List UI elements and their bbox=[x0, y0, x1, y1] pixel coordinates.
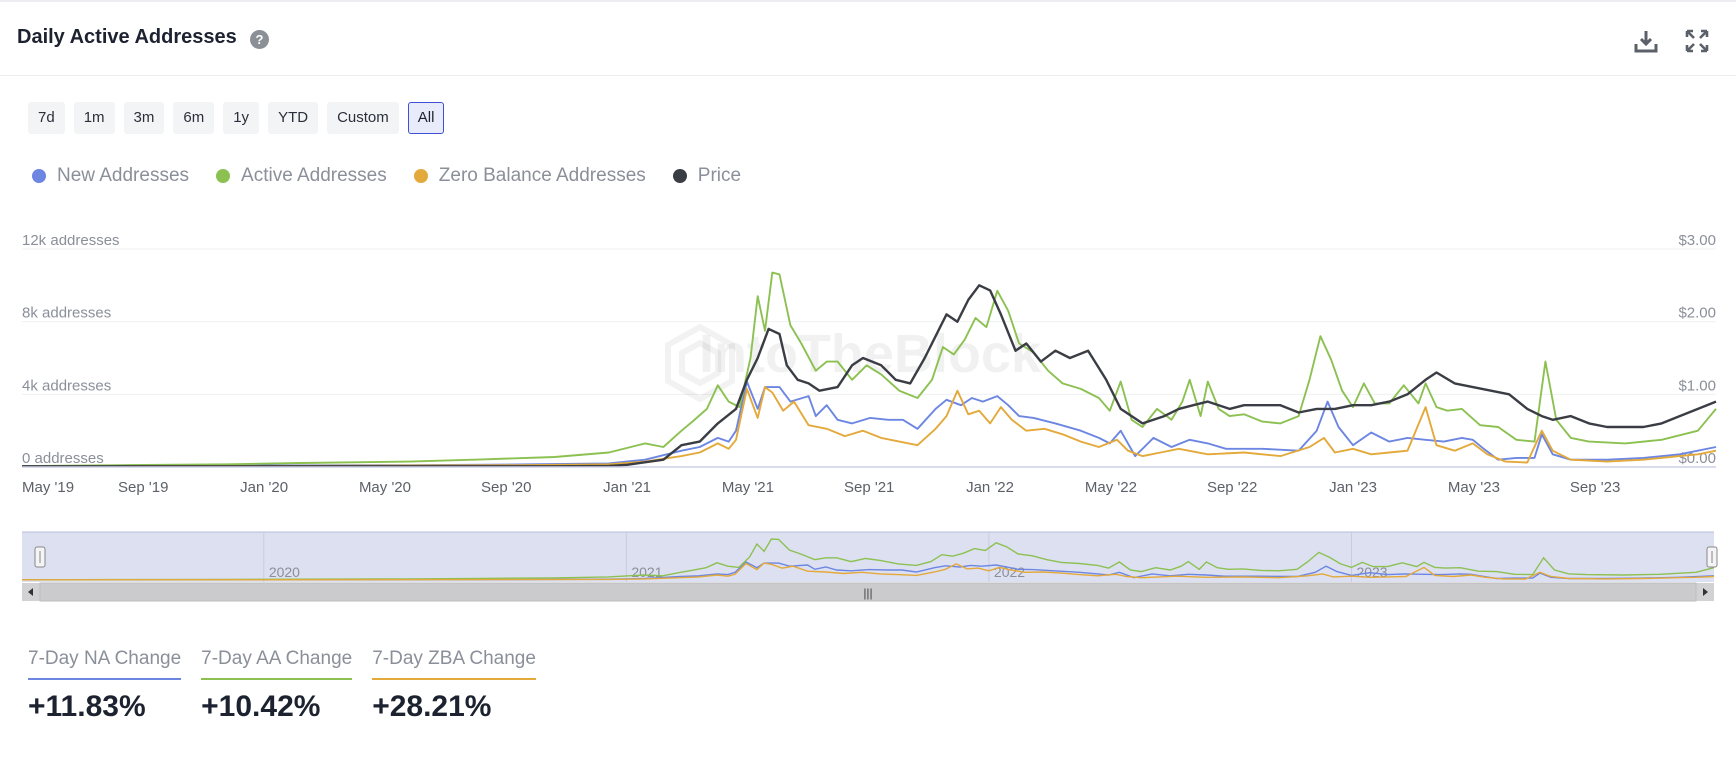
legend-item-zero-balance-addresses[interactable]: Zero Balance Addresses bbox=[413, 165, 646, 187]
range-button-all[interactable]: All bbox=[407, 102, 445, 134]
question-circle-icon[interactable]: ? bbox=[250, 30, 269, 49]
stat-label: 7-Day AA Change bbox=[201, 648, 353, 680]
legend-label: New Addresses bbox=[57, 165, 190, 186]
download-icon bbox=[1634, 31, 1658, 53]
navigator-line-active-addresses bbox=[21, 538, 1715, 581]
legend-dot-icon bbox=[672, 169, 687, 183]
navigator-year-label: 2020 bbox=[269, 564, 300, 580]
x-tick-label: May '23 bbox=[1448, 479, 1500, 496]
x-tick-label: Jan '21 bbox=[603, 479, 651, 496]
watermark-icon bbox=[665, 323, 735, 403]
x-tick-label: Sep '20 bbox=[481, 479, 531, 496]
x-tick-label: May '19 bbox=[22, 479, 74, 496]
scrollbar-grip-icon: ||| bbox=[863, 586, 872, 600]
navigator-line-new-addresses bbox=[22, 561, 1715, 581]
range-button-7d[interactable]: 7d bbox=[28, 102, 65, 134]
range-button-6m[interactable]: 6m bbox=[173, 102, 215, 134]
x-tick-label: May '21 bbox=[722, 479, 774, 496]
range-button-1y[interactable]: 1y bbox=[223, 102, 260, 134]
main-chart: 0 addresses 4k addresses 8k addresses 12k a… bbox=[21, 235, 1717, 496]
series-line-zero-balance-addresses bbox=[21, 386, 1717, 468]
x-tick-label: May '22 bbox=[1085, 479, 1137, 496]
stats-row: 7-Day NA Change +11.83% 7-Day AA Change +10… bbox=[28, 648, 556, 724]
stat-value: +10.42% bbox=[201, 690, 321, 723]
legend-item-price[interactable]: Price bbox=[672, 165, 742, 187]
stat-label: 7-Day ZBA Change bbox=[372, 648, 536, 680]
chart-legend: New Addresses Active Addresses Zero Balanc… bbox=[32, 165, 768, 187]
range-button-3m[interactable]: 3m bbox=[123, 102, 165, 134]
expand-icon bbox=[1685, 29, 1709, 53]
legend-label: Active Addresses bbox=[241, 165, 387, 186]
scroll-right-icon[interactable] bbox=[1703, 588, 1708, 596]
range-button-1m[interactable]: 1m bbox=[73, 102, 115, 134]
chart-navigator[interactable]: 2020 2021 2022 2023||| bbox=[0, 530, 1736, 610]
stat-value: +11.83% bbox=[28, 690, 146, 723]
series-line-price bbox=[22, 284, 1717, 468]
y-right-tick-label: $3.00 bbox=[1678, 235, 1716, 249]
x-tick-label: Sep '21 bbox=[844, 479, 894, 496]
navigator-line-zero-balance-addresses bbox=[22, 562, 1715, 581]
legend-dot-icon bbox=[32, 169, 46, 183]
download-button[interactable] bbox=[1633, 28, 1659, 54]
legend-item-active-addresses[interactable]: Active Addresses bbox=[216, 165, 387, 187]
navigator-scrollbar-thumb[interactable] bbox=[39, 582, 1697, 602]
navigator-year-label: 2023 bbox=[1356, 564, 1387, 580]
x-tick-label: Jan '22 bbox=[966, 479, 1014, 496]
y-left-tick-label: 4k addresses bbox=[22, 377, 111, 394]
scroll-left-icon[interactable] bbox=[28, 588, 33, 596]
y-left-tick-label: 8k addresses bbox=[22, 305, 111, 322]
legend-item-new-addresses[interactable]: New Addresses bbox=[32, 165, 189, 187]
stat-value: +28.21% bbox=[372, 690, 492, 723]
top-border bbox=[0, 0, 1736, 2]
x-tick-label: Sep '22 bbox=[1207, 479, 1257, 496]
legend-dot-icon bbox=[216, 169, 231, 183]
legend-label: Price bbox=[697, 165, 742, 186]
x-tick-label: Jan '20 bbox=[240, 479, 288, 496]
stat-label: 7-Day NA Change bbox=[28, 648, 182, 680]
range-button-ytd[interactable]: YTD bbox=[268, 102, 319, 134]
stat-7-day-zba-change: 7-Day ZBA Change +28.21% bbox=[372, 648, 536, 724]
stat-7-day-aa-change: 7-Day AA Change +10.42% bbox=[201, 648, 353, 724]
x-tick-label: Sep '19 bbox=[118, 479, 168, 496]
y-right-tick-label: $0.00 bbox=[1678, 450, 1716, 467]
legend-label: Zero Balance Addresses bbox=[438, 165, 646, 186]
y-left-tick-label: 12k addresses bbox=[22, 235, 120, 249]
fullscreen-button[interactable] bbox=[1684, 28, 1710, 54]
widget-header: Daily Active Addresses ? bbox=[0, 2, 1736, 76]
series-line-active-addresses bbox=[21, 271, 1717, 468]
legend-dot-icon bbox=[413, 169, 428, 183]
y-right-tick-label: $1.00 bbox=[1678, 377, 1716, 394]
series-line-new-addresses bbox=[21, 380, 1717, 468]
x-tick-label: Sep '23 bbox=[1570, 479, 1620, 496]
x-tick-label: May '20 bbox=[359, 479, 411, 496]
stat-7-day-na-change: 7-Day NA Change +11.83% bbox=[28, 648, 182, 724]
watermark-logo: IntoTheBlock bbox=[699, 324, 1042, 384]
range-button-custom[interactable]: Custom bbox=[327, 102, 399, 134]
y-right-tick-label: $2.00 bbox=[1678, 305, 1716, 322]
time-range-selector: 7d 1m 3m 6m 1y YTD Custom All bbox=[28, 102, 453, 136]
page-title: Daily Active Addresses bbox=[17, 26, 237, 48]
x-tick-label: Jan '23 bbox=[1329, 479, 1377, 496]
y-left-tick-label: 0 addresses bbox=[22, 450, 104, 467]
